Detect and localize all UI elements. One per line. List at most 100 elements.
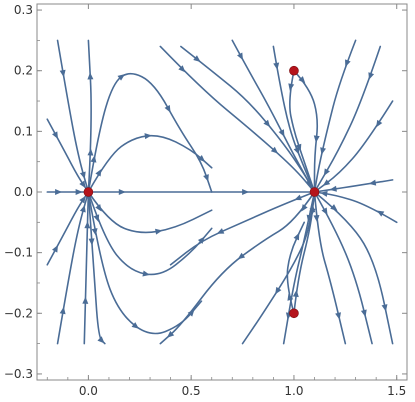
streamline-arrowhead [321, 207, 328, 216]
streamline-arrowhead [301, 204, 308, 212]
streamline [46, 191, 90, 266]
streamline [87, 191, 106, 345]
streamline [87, 39, 92, 193]
streamline [313, 45, 382, 193]
streamline-arrowhead [270, 146, 279, 154]
y-tick-label: −0.1 [4, 246, 33, 260]
axis-tick-labels: 0.0 0.5 1.0 1.5 0.3 0.2 0.1 0.0 −0.1 −0.2 −0.3 [4, 3, 406, 398]
streamline-arrowhead [95, 204, 102, 212]
streamline-arrowhead [309, 204, 316, 213]
streamline-arrowhead [79, 195, 86, 204]
streamline-arrowhead [97, 336, 105, 344]
streamline-arrowhead [360, 309, 367, 317]
streamline-arrowhead [142, 270, 150, 277]
streamline-arrowhead [178, 65, 186, 73]
streamline-arrowhead [313, 135, 320, 143]
streamline [293, 69, 319, 193]
x-tick-label: 1.0 [284, 384, 303, 398]
streamline-arrowhead [187, 309, 195, 317]
streamline-arrowhead [368, 179, 377, 186]
streamline [169, 191, 316, 266]
streamline-arrowhead [166, 330, 175, 338]
streamline-arrowhead [203, 174, 209, 182]
streamline-arrowhead [237, 252, 246, 260]
streamline-arrowhead [237, 52, 243, 61]
streamline-arrowhead [52, 245, 58, 253]
streamline-arrowhead [376, 119, 383, 128]
streamline-arrowhead [275, 286, 282, 295]
y-tick-label: 0.1 [14, 124, 33, 138]
streamline-arrowhead [345, 59, 351, 67]
fixed-point-marker [289, 65, 299, 76]
y-tick-label: −0.3 [4, 367, 33, 381]
streamline-arrowhead [293, 147, 300, 155]
streamline-arrowhead [263, 119, 271, 128]
streamline [313, 100, 394, 193]
streamline-arrowhead [197, 154, 206, 162]
streamline-arrowhead [88, 238, 95, 246]
streamline-arrowhead [87, 148, 94, 156]
streamline-arrowhead [320, 147, 327, 155]
streamline-arrowhead [90, 155, 97, 163]
streamline [289, 69, 316, 193]
streamline [87, 191, 213, 234]
x-tick-label: 0.5 [182, 384, 201, 398]
streamline-arrowhead [323, 168, 330, 176]
streamline-arrowhead [298, 76, 306, 84]
streamline-arrowhead [329, 185, 337, 192]
fixed-point-marker [309, 187, 320, 197]
streamline-arrowhead [242, 189, 250, 195]
streamline [313, 39, 357, 193]
streamline-arrowhead [294, 194, 302, 201]
streamline-arrowhead [79, 180, 86, 189]
streamline-arrowhead [273, 62, 280, 70]
streamline-arrowhead [293, 232, 300, 241]
streamline-arrowhead [197, 236, 205, 244]
streamline-arrowhead [330, 204, 338, 211]
axis-ticks [37, 4, 407, 380]
streamline-arrowhead [216, 228, 225, 234]
streamline-arrowhead [118, 189, 126, 195]
streamline-arrowhead [93, 214, 100, 222]
streamline [272, 45, 316, 193]
y-tick-label: 0.0 [14, 185, 33, 199]
streamline [56, 39, 90, 193]
y-tick-label: 0.3 [14, 3, 33, 17]
streamline-arrowhead [87, 72, 94, 80]
streamline-arrowhead [82, 296, 89, 304]
streamline-arrowhead [117, 74, 125, 81]
y-tick-label: −0.2 [4, 306, 33, 320]
streamline [83, 191, 90, 345]
streamline-arrowhead [75, 189, 83, 195]
streamline [159, 45, 316, 193]
fixed-point-marker [289, 308, 299, 319]
streamline-arrowhead [59, 306, 66, 315]
streamline-arrowhead [79, 171, 86, 179]
streamline [87, 72, 213, 193]
streamline-arrowhead [164, 105, 171, 113]
streamline-arrowhead [295, 143, 302, 152]
streamline-arrowhead [155, 228, 163, 235]
streamline [87, 191, 213, 276]
streamline-arrowhead [84, 221, 91, 229]
streamline [87, 134, 213, 193]
streamline [56, 191, 90, 345]
streamline-arrowhead [79, 205, 86, 213]
streamline-arrowhead [144, 133, 152, 140]
streamline-arrowhead [91, 228, 98, 236]
streamline-arrowhead [55, 189, 63, 195]
streamline [313, 191, 373, 345]
streamline-arrowhead [278, 129, 285, 137]
streamline-arrowhead [288, 83, 295, 91]
streamline [231, 39, 316, 193]
streamline-arrowhead [313, 214, 320, 223]
streamlines [46, 39, 398, 345]
fixed-points [83, 65, 320, 319]
streamline [313, 191, 398, 224]
streamline-arrowhead [335, 312, 341, 320]
streamline-arrowhead [52, 131, 58, 139]
streamline-arrowhead [95, 168, 102, 177]
fixed-point-marker [83, 187, 94, 197]
streamline-arrowhead [320, 190, 328, 197]
